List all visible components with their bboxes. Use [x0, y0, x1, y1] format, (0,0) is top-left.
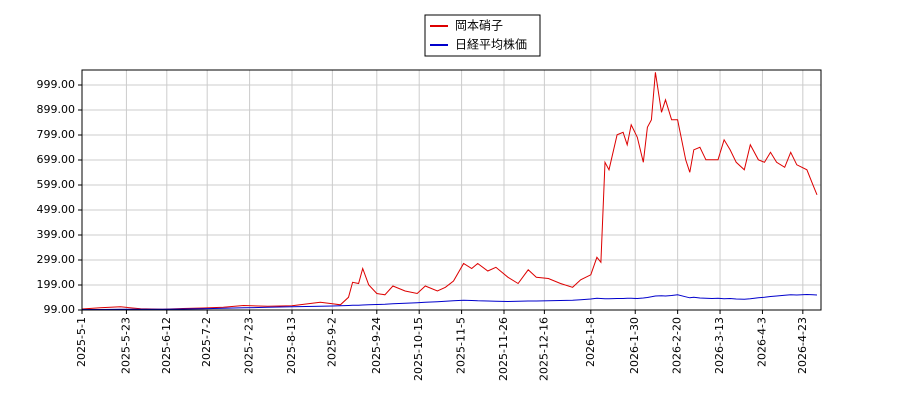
x-tick-label: 2025-8-13	[285, 317, 298, 374]
x-tick-label: 2026-1-8	[584, 317, 597, 367]
x-tick-label: 2025-9-2	[325, 317, 338, 367]
x-tick-label: 2026-2-20	[671, 317, 684, 374]
series-line	[81, 72, 818, 310]
y-tick-label: 999.00	[37, 78, 76, 91]
y-tick-label: 99.00	[44, 303, 76, 316]
y-tick-label: 799.00	[37, 128, 76, 141]
x-tick-label: 2025-7-23	[243, 317, 256, 374]
x-tick-label: 2025-10-15	[412, 317, 425, 381]
x-tick-label: 2026-4-23	[796, 317, 809, 374]
y-tick-label: 299.00	[37, 253, 76, 266]
x-tick-label: 2025-12-16	[537, 317, 550, 381]
axes: 99.00 199.00 299.00 399.00 499.00 599.00 699.0…	[37, 78, 809, 381]
x-tick-label: 2025-7-2	[200, 317, 213, 367]
plot-lines	[81, 72, 818, 310]
y-tick-label: 599.00	[37, 178, 76, 191]
legend-label: 岡本硝子	[455, 19, 503, 33]
x-tick-label: 2025-11-26	[497, 317, 510, 381]
y-tick-label: 499.00	[37, 203, 76, 216]
x-tick-label: 2026-1-30	[628, 317, 641, 374]
grid	[81, 70, 821, 311]
plot-frame	[81, 69, 822, 311]
legend-box	[424, 14, 541, 57]
x-tick-label: 2026-3-13	[713, 317, 726, 374]
x-tick-label: 2025-11-5	[455, 317, 468, 374]
y-tick-label: 699.00	[37, 153, 76, 166]
x-tick-label: 2026-4-3	[755, 317, 768, 367]
series-line	[82, 293, 818, 310]
x-tick-label: 2025-5-23	[119, 317, 132, 374]
y-tick-label: 399.00	[37, 228, 76, 241]
x-tick-label: 2025-6-12	[160, 317, 173, 374]
x-tick-label: 2025-9-24	[370, 317, 383, 374]
y-tick-label: 199.00	[37, 278, 76, 291]
y-tick-label: 899.00	[37, 103, 76, 116]
x-tick-label: 2025-5-1	[75, 317, 88, 367]
legend-label: 日経平均株価	[455, 37, 527, 52]
